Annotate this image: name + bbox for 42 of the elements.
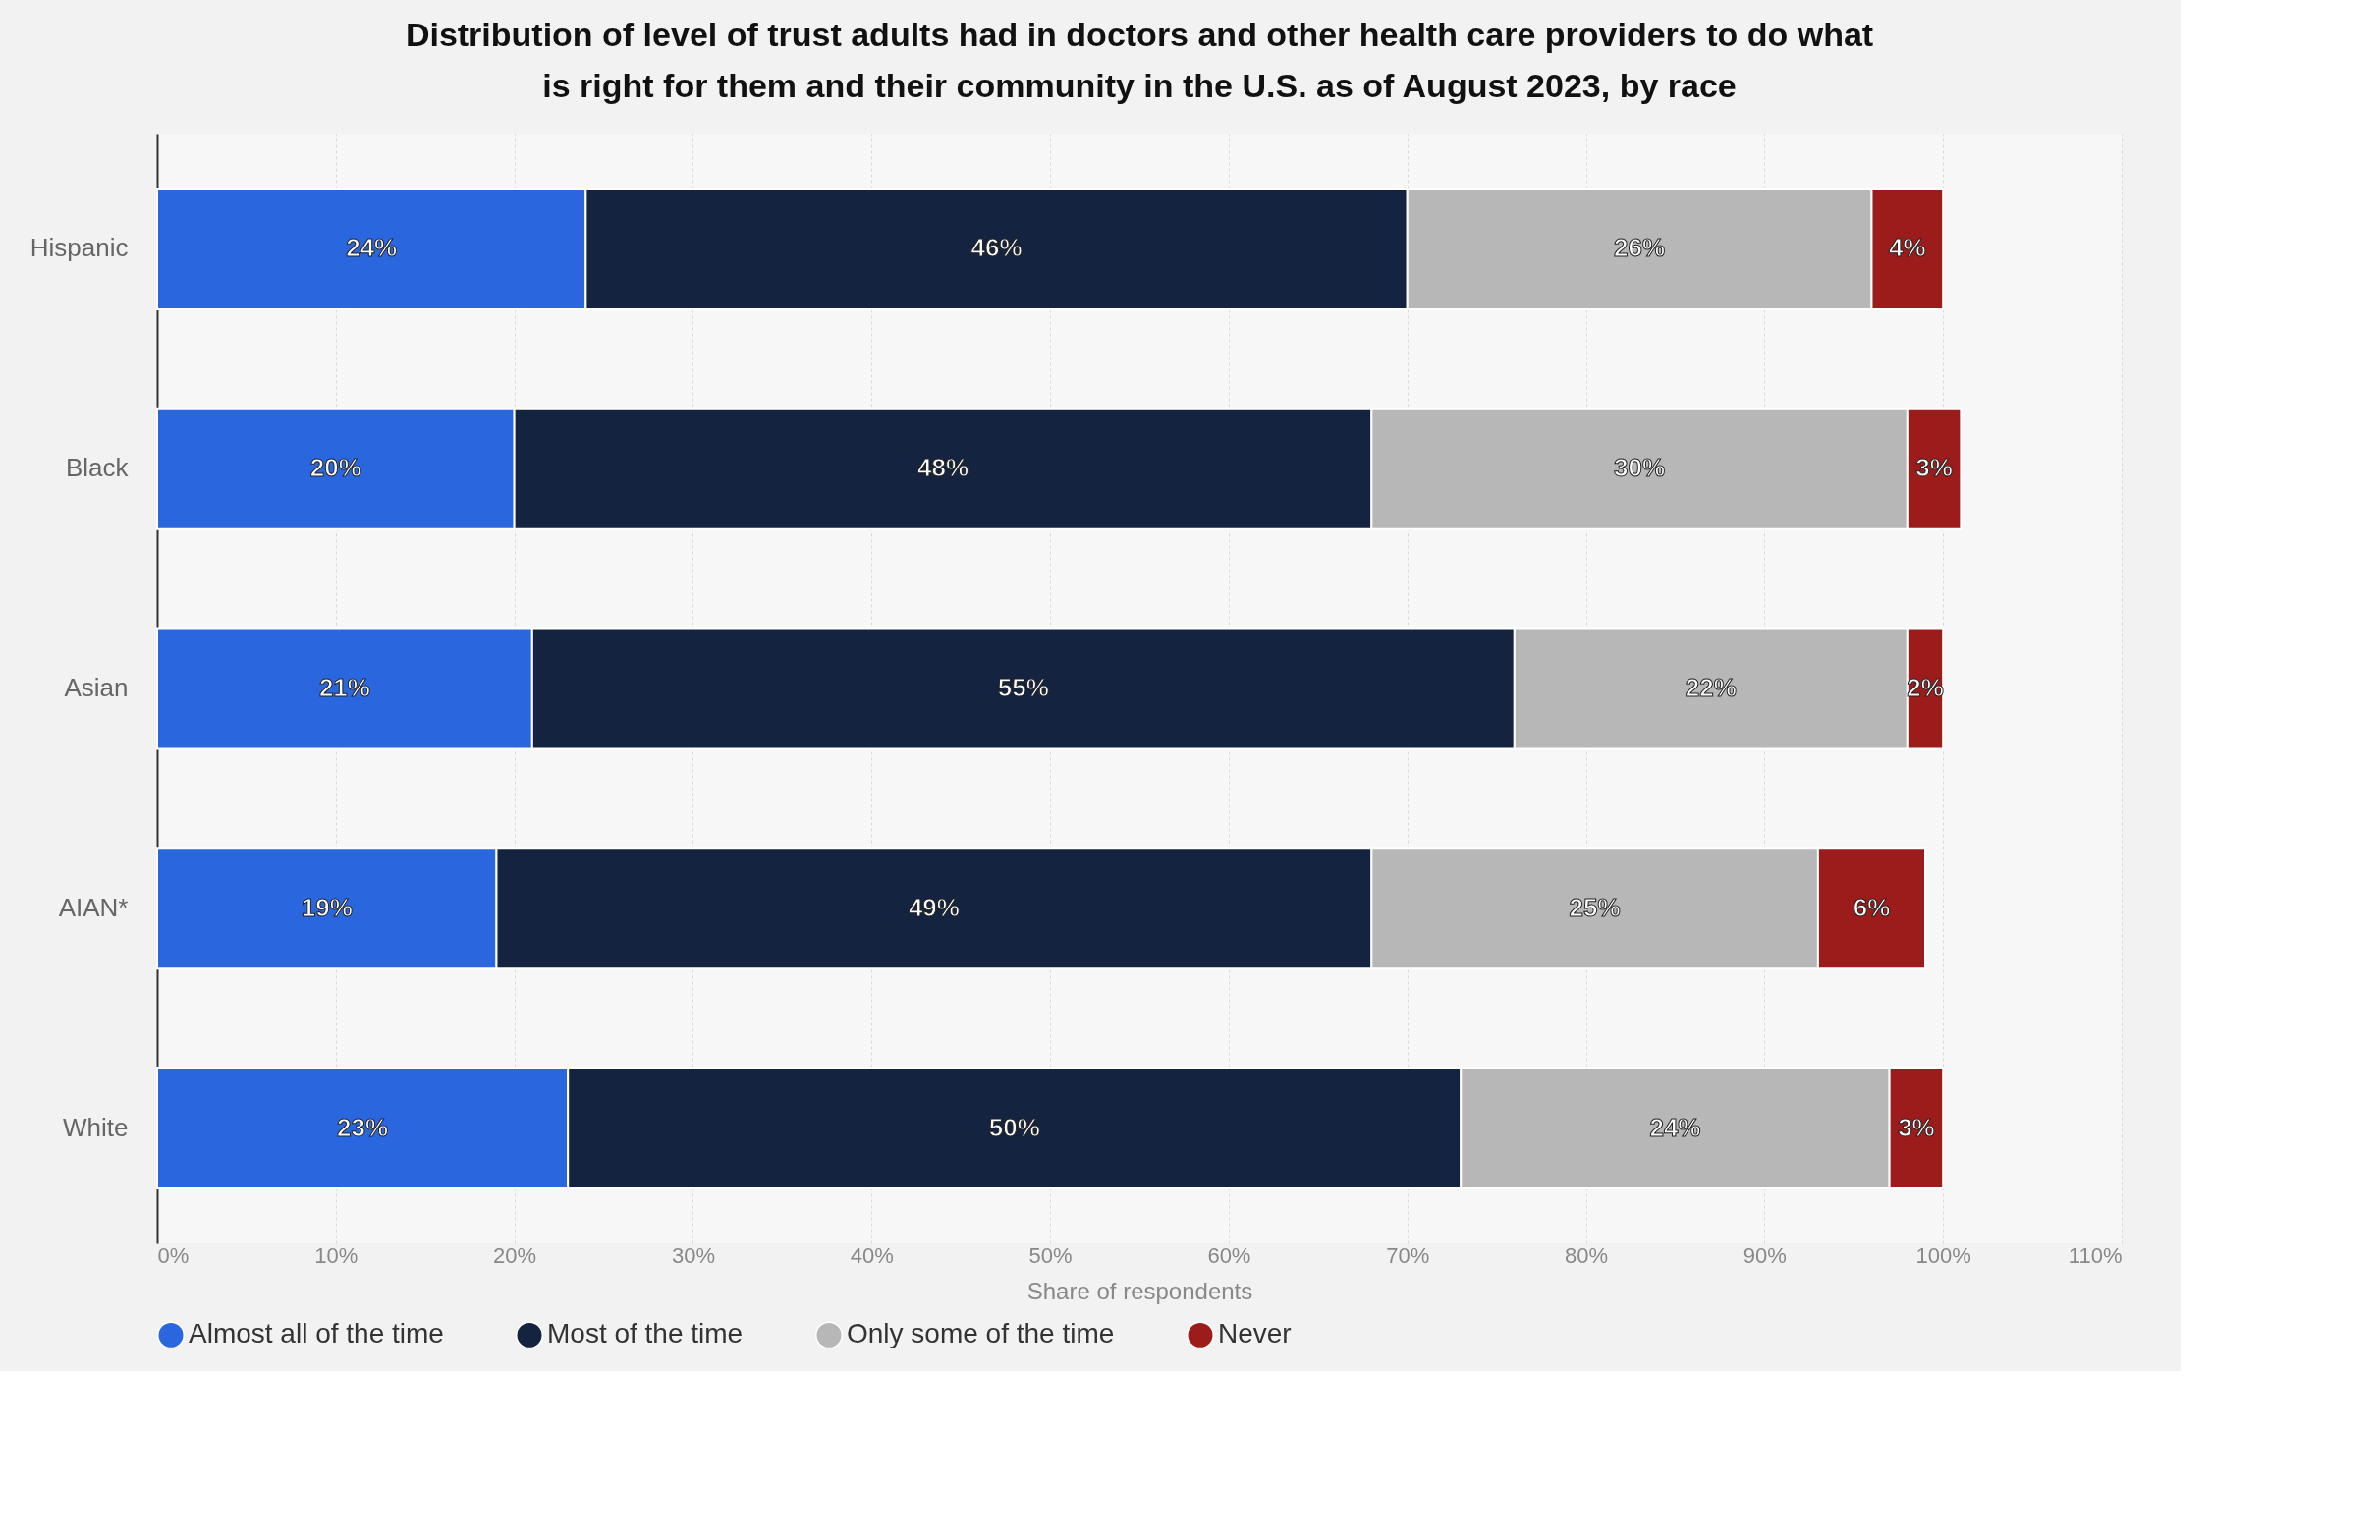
x-tick-label: 100% xyxy=(1915,1242,1971,1268)
data-label: 26% xyxy=(1614,233,1666,263)
x-tick-label: 30% xyxy=(671,1242,715,1268)
data-label: 3% xyxy=(1915,453,1953,483)
data-label: 6% xyxy=(1853,892,1891,922)
legend-label: Never xyxy=(1218,1318,1292,1349)
x-tick-label: 50% xyxy=(1028,1242,1073,1268)
data-label: 21% xyxy=(318,673,370,702)
y-tick-label: Hispanic xyxy=(29,233,129,263)
legend-label: Almost all of the time xyxy=(189,1318,444,1349)
x-tick-label: 80% xyxy=(1565,1242,1609,1268)
data-label: 23% xyxy=(337,1112,389,1142)
legend-label: Most of the time xyxy=(547,1318,744,1349)
data-label: 55% xyxy=(997,673,1049,702)
x-axis-title: Share of respondents xyxy=(1026,1277,1253,1304)
data-label: 48% xyxy=(916,453,969,483)
x-tick-label: 70% xyxy=(1386,1242,1430,1268)
x-tick-label: 90% xyxy=(1743,1242,1787,1268)
y-tick-label: Black xyxy=(65,453,130,483)
data-label: 25% xyxy=(1569,892,1621,922)
data-label: 4% xyxy=(1889,233,1926,263)
data-label: 50% xyxy=(988,1112,1040,1142)
data-label: 20% xyxy=(309,453,361,483)
x-tick-label: 110% xyxy=(2068,1242,2123,1268)
data-label: 3% xyxy=(1898,1112,1935,1142)
x-tick-label: 40% xyxy=(850,1242,894,1268)
data-label: 49% xyxy=(908,892,960,922)
data-label: 19% xyxy=(301,892,353,922)
data-label: 24% xyxy=(1649,1112,1701,1142)
y-tick-label: Asian xyxy=(64,673,129,702)
legend-label: Only some of the time xyxy=(847,1318,1115,1349)
chart-title: Distribution of level of trust adults had in doctors and other health care providers to do what is right for them and their community in the U.S. as of August 2023, by race xyxy=(405,16,1874,104)
y-tick-label: White xyxy=(63,1112,129,1142)
x-tick-label: 0% xyxy=(157,1242,190,1268)
x-tick-label: 10% xyxy=(314,1242,359,1268)
x-tick-label: 60% xyxy=(1207,1242,1251,1268)
x-tick-label: 20% xyxy=(493,1242,537,1268)
y-tick-label: AIAN* xyxy=(58,892,129,922)
data-label: 46% xyxy=(970,233,1023,263)
data-label: 30% xyxy=(1614,453,1666,483)
data-label: 22% xyxy=(1685,673,1737,702)
data-label: 24% xyxy=(346,233,398,263)
